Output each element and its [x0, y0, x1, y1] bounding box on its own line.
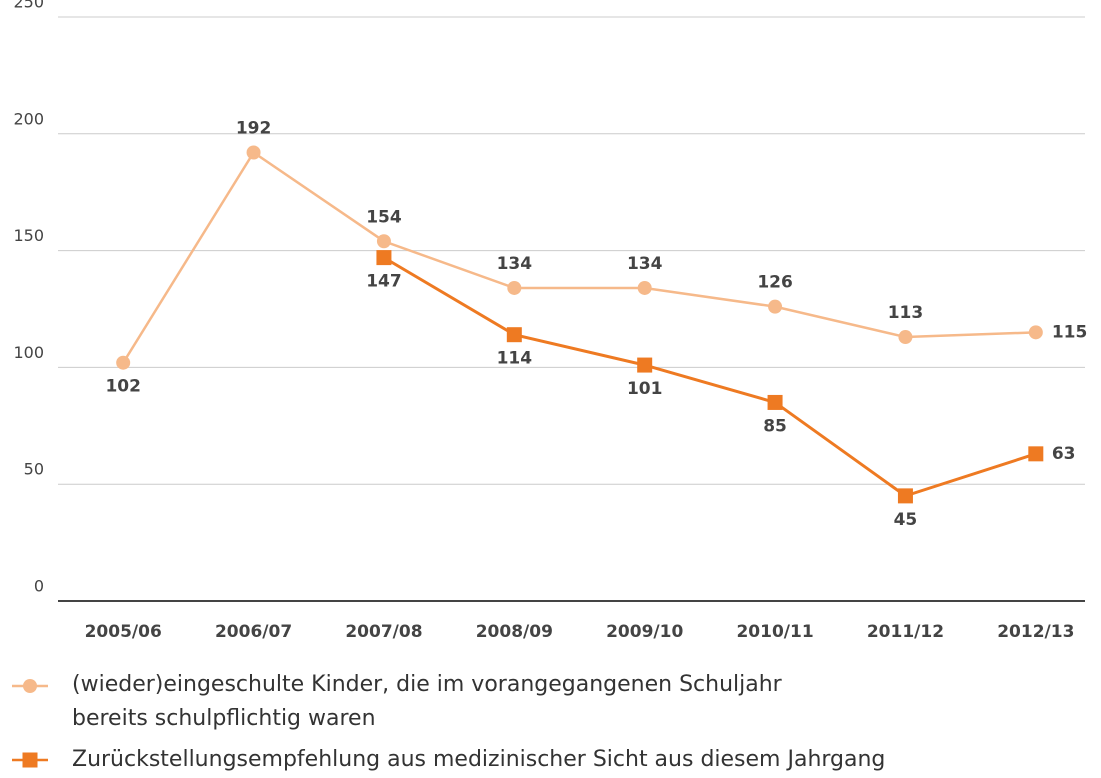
point: [376, 250, 392, 266]
point: [1028, 325, 1043, 340]
point: [506, 327, 522, 343]
point: [246, 145, 261, 160]
series-line: [122, 150, 1036, 364]
x-tick-label: 2012/13: [997, 622, 1074, 642]
data-label: 192: [236, 118, 272, 138]
point: [637, 357, 653, 373]
data-label: 134: [627, 254, 663, 274]
data-label: 147: [366, 272, 402, 292]
point: [767, 394, 783, 410]
data-label: 101: [627, 379, 663, 399]
data-label: 113: [888, 303, 924, 323]
y-tick-label: 50: [24, 460, 44, 479]
x-tick-label: 2007/08: [345, 622, 422, 642]
x-tick-label: 2005/06: [85, 622, 162, 642]
x-tick-label: 2008/09: [476, 622, 553, 642]
data-label: 154: [366, 207, 402, 227]
data-label: 115: [1052, 322, 1088, 342]
x-tick-label: 2006/07: [215, 622, 292, 642]
x-tick-label: 2010/11: [736, 622, 813, 642]
x-tick-label: 2009/10: [606, 622, 683, 642]
point: [897, 488, 913, 504]
data-label: 63: [1052, 444, 1076, 464]
y-tick-label: 0: [34, 577, 44, 596]
point: [376, 234, 391, 249]
y-tick-label: 150: [13, 226, 44, 245]
data-label: 102: [105, 377, 141, 397]
point: [1028, 446, 1044, 462]
data-label: 85: [763, 416, 787, 436]
legend-marker: [23, 679, 37, 693]
y-tick-label: 100: [13, 343, 44, 362]
point: [768, 299, 783, 314]
data-label: 134: [497, 254, 533, 274]
point: [637, 280, 652, 295]
data-label: 45: [894, 510, 918, 530]
data-label: 126: [757, 273, 793, 293]
data-label: 114: [497, 349, 533, 369]
point: [898, 330, 913, 345]
y-tick-label: 250: [13, 0, 44, 12]
series-line: [383, 256, 1037, 498]
legend-label: (wieder)eingeschulte Kinder, die im vora…: [72, 672, 782, 731]
legend-label: Zurückstellungsempfehlung aus medizinisc…: [72, 747, 886, 772]
point: [116, 355, 131, 370]
x-tick-label: 2011/12: [867, 622, 944, 642]
legend-marker: [22, 752, 38, 768]
y-tick-label: 200: [13, 109, 44, 128]
point: [507, 280, 522, 295]
